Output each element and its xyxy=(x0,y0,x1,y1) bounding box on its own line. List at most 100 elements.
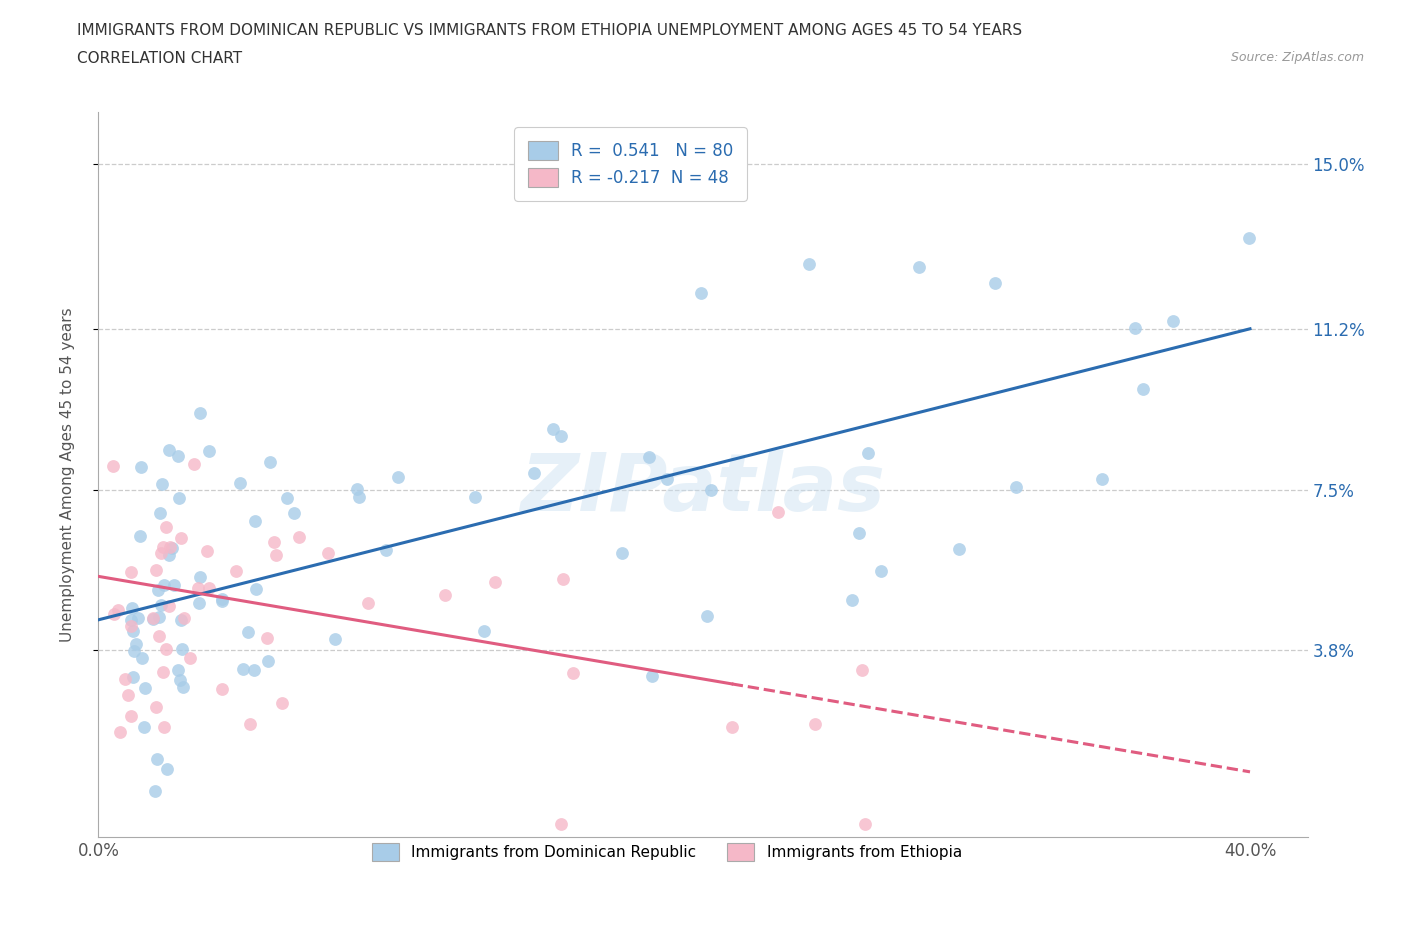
Point xyxy=(984,275,1007,290)
Point xyxy=(271,696,294,711)
Point xyxy=(766,505,789,520)
Point xyxy=(129,529,152,544)
Point xyxy=(657,472,679,486)
Point xyxy=(160,540,183,555)
Point xyxy=(173,611,195,626)
Point xyxy=(484,575,506,590)
Point xyxy=(523,466,546,481)
Point xyxy=(169,491,191,506)
Point xyxy=(150,598,173,613)
Point xyxy=(148,610,170,625)
Point xyxy=(700,483,723,498)
Point xyxy=(245,513,267,528)
Point xyxy=(225,563,247,578)
Point xyxy=(157,599,180,614)
Point xyxy=(551,571,574,586)
Point xyxy=(146,583,169,598)
Point xyxy=(869,564,891,578)
Point xyxy=(157,548,180,563)
Point xyxy=(276,490,298,505)
Point xyxy=(172,680,194,695)
Point xyxy=(256,631,278,645)
Point xyxy=(804,717,827,732)
Point xyxy=(134,681,156,696)
Point xyxy=(131,651,153,666)
Point xyxy=(1123,321,1146,336)
Y-axis label: Unemployment Among Ages 45 to 54 years: Unemployment Among Ages 45 to 54 years xyxy=(60,307,75,642)
Point xyxy=(696,609,718,624)
Point xyxy=(183,457,205,472)
Point xyxy=(148,629,170,644)
Point xyxy=(263,534,285,549)
Point xyxy=(283,505,305,520)
Text: ZIPatlas: ZIPatlas xyxy=(520,450,886,528)
Point xyxy=(375,542,398,557)
Point xyxy=(1237,230,1260,245)
Legend: Immigrants from Dominican Republic, Immigrants from Ethiopia: Immigrants from Dominican Republic, Immi… xyxy=(360,830,974,873)
Point xyxy=(159,540,181,555)
Point xyxy=(157,443,180,458)
Point xyxy=(145,751,167,766)
Point xyxy=(141,612,163,627)
Point xyxy=(145,563,167,578)
Point xyxy=(143,783,166,798)
Point xyxy=(851,663,873,678)
Point xyxy=(169,673,191,688)
Point xyxy=(120,613,142,628)
Point xyxy=(170,612,193,627)
Point xyxy=(152,539,174,554)
Point xyxy=(120,709,142,724)
Point xyxy=(243,663,266,678)
Point xyxy=(610,546,633,561)
Point xyxy=(152,578,174,592)
Point xyxy=(323,631,346,646)
Point xyxy=(245,581,267,596)
Point xyxy=(170,642,193,657)
Point xyxy=(464,490,486,505)
Point xyxy=(124,636,146,651)
Point xyxy=(134,719,156,734)
Point xyxy=(550,817,572,831)
Point xyxy=(103,607,125,622)
Point xyxy=(148,506,170,521)
Point xyxy=(841,592,863,607)
Point xyxy=(179,651,201,666)
Point xyxy=(153,720,176,735)
Point xyxy=(550,429,572,444)
Point xyxy=(640,669,662,684)
Point xyxy=(121,601,143,616)
Point xyxy=(346,482,368,497)
Point xyxy=(121,670,143,684)
Point xyxy=(114,671,136,686)
Point xyxy=(166,662,188,677)
Point xyxy=(848,525,870,540)
Point xyxy=(257,654,280,669)
Point xyxy=(316,545,339,560)
Point xyxy=(229,475,252,490)
Point xyxy=(211,681,233,696)
Point xyxy=(799,256,821,271)
Point xyxy=(433,588,456,603)
Point xyxy=(117,687,139,702)
Point xyxy=(264,548,287,563)
Point xyxy=(198,444,221,458)
Point xyxy=(387,470,409,485)
Point xyxy=(155,520,177,535)
Point xyxy=(259,455,281,470)
Point xyxy=(103,458,125,473)
Text: CORRELATION CHART: CORRELATION CHART xyxy=(77,51,242,66)
Point xyxy=(357,595,380,610)
Point xyxy=(122,624,145,639)
Point xyxy=(720,719,742,734)
Point xyxy=(211,591,233,606)
Point xyxy=(187,580,209,595)
Point xyxy=(163,578,186,592)
Point xyxy=(155,642,177,657)
Point xyxy=(188,569,211,584)
Point xyxy=(188,405,211,420)
Point xyxy=(907,259,929,274)
Point xyxy=(1161,314,1184,329)
Point xyxy=(107,603,129,618)
Point xyxy=(287,529,309,544)
Point xyxy=(145,699,167,714)
